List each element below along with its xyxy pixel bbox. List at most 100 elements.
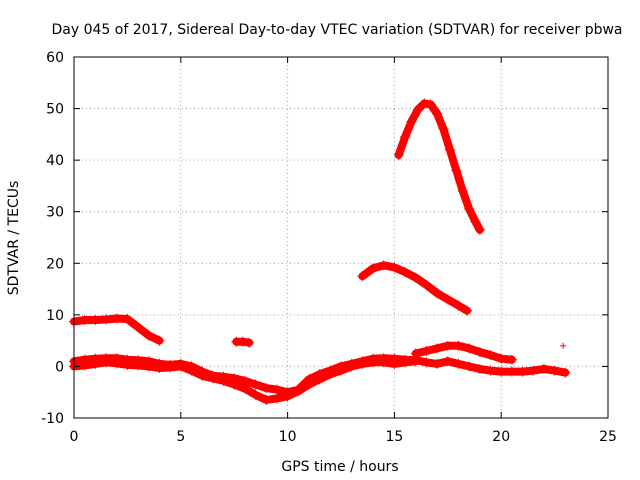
data-point (143, 330, 154, 341)
series-band (411, 341, 516, 364)
data-point (474, 224, 485, 235)
data-point (406, 116, 417, 127)
data-point (261, 394, 272, 405)
y-tick-label: 10 (46, 308, 64, 324)
series-band-low-2 (69, 356, 421, 405)
data-point (451, 165, 462, 176)
plot-frame (73, 56, 609, 419)
series-arc-mid-20 (357, 260, 473, 316)
series-arc-early-10 (69, 313, 165, 346)
y-tick-label: 0 (55, 359, 64, 375)
data-point (496, 366, 507, 377)
data-point (165, 362, 176, 373)
data-point (432, 358, 443, 369)
data-point (560, 367, 571, 378)
data-point (239, 383, 250, 394)
data-point (90, 358, 101, 369)
data-point (442, 294, 453, 305)
y-axis-label: SDTVAR / TECUs (6, 181, 22, 296)
series-band (394, 99, 484, 234)
data-point (528, 365, 539, 376)
series-arc-peak-50 (393, 98, 485, 235)
data-point (438, 124, 449, 135)
ticks: 0 5 10 15 20 25 -10 0 10 20 30 40 50 60 (41, 50, 617, 445)
data-point (462, 305, 473, 316)
data-point (79, 360, 90, 371)
data-point (421, 357, 432, 368)
data-point (517, 366, 528, 377)
data-point (229, 379, 240, 390)
data-points (69, 98, 571, 405)
data-point (549, 365, 560, 376)
data-point (314, 374, 325, 385)
data-point (101, 314, 112, 325)
y-tick-label: -10 (41, 411, 64, 427)
data-point (560, 342, 567, 349)
x-tick-label: 20 (492, 429, 510, 445)
data-point (122, 359, 133, 370)
data-point (357, 271, 368, 282)
data-point (442, 340, 453, 351)
data-point (368, 357, 379, 368)
y-tick-label: 20 (46, 256, 64, 272)
chart-title: Day 045 of 2017, Sidereal Day-to-day VTE… (51, 22, 622, 38)
data-point (474, 346, 485, 357)
data-point (250, 389, 261, 400)
data-point (218, 375, 229, 386)
data-point (133, 322, 144, 333)
data-point (400, 131, 411, 142)
data-point (282, 391, 293, 402)
data-point (357, 358, 368, 369)
data-point (378, 260, 389, 271)
data-point (389, 358, 400, 369)
data-point (464, 343, 475, 354)
x-tick-label: 0 (70, 429, 79, 445)
data-point (412, 104, 423, 115)
data-point (419, 98, 430, 109)
data-point (485, 350, 496, 361)
data-point (470, 217, 481, 228)
y-tick-label: 60 (46, 50, 64, 66)
data-point (453, 340, 464, 351)
data-point (393, 149, 404, 160)
data-point (325, 369, 336, 380)
x-tick-label: 25 (599, 429, 617, 445)
data-point (154, 335, 165, 346)
data-point (79, 315, 90, 326)
y-tick-label: 30 (46, 205, 64, 221)
data-point (442, 356, 453, 367)
data-point (457, 186, 468, 197)
data-point (432, 288, 443, 299)
data-point (421, 345, 432, 356)
data-point (400, 357, 411, 368)
series-arc-upper-late (410, 340, 517, 365)
data-point (143, 361, 154, 372)
data-point (244, 337, 255, 348)
data-point (368, 263, 379, 274)
x-tick-label: 15 (385, 429, 403, 445)
x-tick-label: 5 (176, 429, 185, 445)
data-point (154, 362, 165, 373)
data-point (293, 386, 304, 397)
data-point (250, 379, 261, 390)
data-point (444, 144, 455, 155)
series-outlier (560, 342, 567, 349)
x-tick-label: 10 (279, 429, 297, 445)
data-point (496, 353, 507, 364)
data-point (506, 366, 517, 377)
data-point (453, 300, 464, 311)
data-point (303, 379, 314, 390)
data-point (389, 262, 400, 273)
data-point (432, 343, 443, 354)
data-point (271, 393, 282, 404)
data-point (271, 384, 282, 395)
series-segment-8h (231, 336, 255, 348)
x-axis-label: GPS time / hours (281, 459, 398, 475)
data-point (400, 267, 411, 278)
data-point (464, 204, 475, 215)
data-point (207, 373, 218, 384)
data-point (237, 336, 248, 347)
data-point (111, 358, 122, 369)
data-point (101, 357, 112, 368)
